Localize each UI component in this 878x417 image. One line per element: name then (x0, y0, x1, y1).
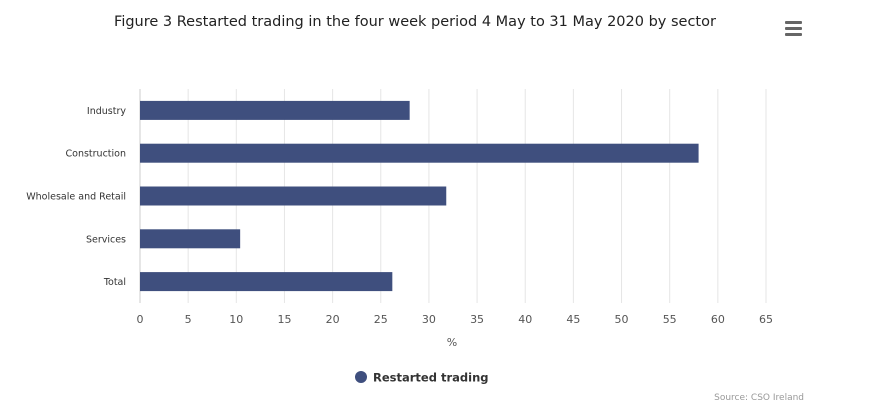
bar (140, 144, 699, 163)
y-category-label: Total (103, 277, 126, 288)
bar (140, 272, 392, 291)
x-tick-label: 55 (663, 313, 677, 326)
x-tick-label: 15 (277, 313, 291, 326)
x-tick-label: 45 (566, 313, 580, 326)
bar (140, 101, 410, 120)
legend-label[interactable]: Restarted trading (373, 371, 488, 385)
bar (140, 229, 240, 248)
y-category-label: Services (86, 234, 126, 245)
x-tick-label: 20 (326, 313, 340, 326)
y-category-label: Industry (87, 106, 126, 117)
y-category-label: Wholesale and Retail (26, 192, 126, 203)
x-tick-label: 60 (711, 313, 725, 326)
x-tick-label: 0 (137, 313, 144, 326)
source-credit[interactable]: Source: CSO Ireland (714, 393, 804, 403)
legend-marker (355, 371, 367, 383)
x-axis-title: % (447, 336, 457, 349)
x-tick-label: 25 (374, 313, 388, 326)
bar (140, 187, 446, 206)
y-category-label: Construction (66, 149, 127, 160)
x-tick-label: 35 (470, 313, 484, 326)
x-tick-label: 65 (759, 313, 773, 326)
x-tick-label: 40 (518, 313, 532, 326)
x-tick-label: 30 (422, 313, 436, 326)
x-tick-label: 50 (615, 313, 629, 326)
x-tick-label: 10 (229, 313, 243, 326)
x-tick-label: 5 (185, 313, 192, 326)
